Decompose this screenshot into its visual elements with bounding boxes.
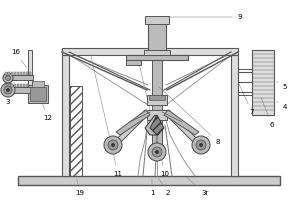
- Circle shape: [104, 136, 122, 154]
- Bar: [14, 72, 16, 75]
- Text: 9: 9: [161, 14, 242, 20]
- Bar: [26, 72, 28, 75]
- Bar: [23, 72, 25, 75]
- Bar: [148, 22, 166, 52]
- Text: 10: 10: [139, 62, 169, 177]
- Text: 3: 3: [6, 92, 16, 105]
- Circle shape: [155, 150, 158, 154]
- Text: 6: 6: [261, 98, 274, 128]
- Text: 16: 16: [11, 49, 26, 68]
- Bar: [126, 55, 188, 60]
- Bar: [62, 48, 238, 55]
- Bar: [32, 81, 44, 87]
- Bar: [152, 53, 162, 145]
- Bar: [3, 87, 31, 93]
- Circle shape: [5, 75, 10, 80]
- Bar: [144, 50, 170, 55]
- Text: 7: 7: [239, 85, 254, 115]
- Bar: [20, 72, 22, 75]
- Bar: [23, 84, 25, 87]
- Polygon shape: [114, 110, 148, 145]
- Circle shape: [196, 140, 206, 150]
- Text: 4l: 4l: [5, 78, 18, 85]
- Polygon shape: [166, 110, 200, 145]
- Text: 19: 19: [76, 179, 85, 196]
- Bar: [26, 84, 28, 87]
- Bar: [231, 55, 238, 176]
- Bar: [11, 84, 13, 87]
- Polygon shape: [145, 115, 163, 135]
- Bar: [5, 72, 7, 75]
- Bar: [147, 110, 167, 120]
- Circle shape: [148, 143, 166, 161]
- Bar: [126, 60, 141, 65]
- Text: 3r: 3r: [187, 178, 209, 196]
- Bar: [3, 75, 33, 80]
- Bar: [28, 85, 48, 103]
- Circle shape: [3, 73, 13, 83]
- Circle shape: [192, 136, 210, 154]
- Text: 1: 1: [150, 179, 154, 196]
- Bar: [252, 50, 274, 115]
- Bar: [8, 84, 10, 87]
- Bar: [18, 176, 280, 185]
- Bar: [5, 84, 7, 87]
- Circle shape: [4, 86, 12, 94]
- Bar: [147, 95, 167, 105]
- Polygon shape: [150, 115, 164, 135]
- Text: 4: 4: [276, 101, 287, 110]
- Bar: [17, 84, 19, 87]
- Bar: [238, 69, 252, 95]
- Bar: [62, 55, 69, 176]
- Bar: [145, 16, 169, 24]
- Bar: [29, 72, 31, 75]
- Bar: [70, 86, 82, 176]
- Circle shape: [112, 144, 115, 146]
- Bar: [11, 72, 13, 75]
- Bar: [149, 95, 165, 100]
- Bar: [28, 50, 32, 103]
- Bar: [20, 84, 22, 87]
- Circle shape: [7, 88, 10, 92]
- Text: 8: 8: [159, 87, 220, 145]
- Text: 2: 2: [158, 178, 170, 196]
- Circle shape: [108, 140, 118, 150]
- Text: 12: 12: [39, 95, 52, 121]
- Bar: [8, 72, 10, 75]
- Bar: [30, 87, 46, 101]
- Bar: [17, 72, 19, 75]
- Bar: [14, 84, 16, 87]
- Text: 5: 5: [276, 81, 287, 90]
- Polygon shape: [164, 110, 199, 135]
- Circle shape: [152, 147, 162, 157]
- Text: 11: 11: [91, 55, 122, 177]
- Circle shape: [200, 144, 202, 146]
- Circle shape: [1, 83, 15, 97]
- Polygon shape: [116, 110, 150, 135]
